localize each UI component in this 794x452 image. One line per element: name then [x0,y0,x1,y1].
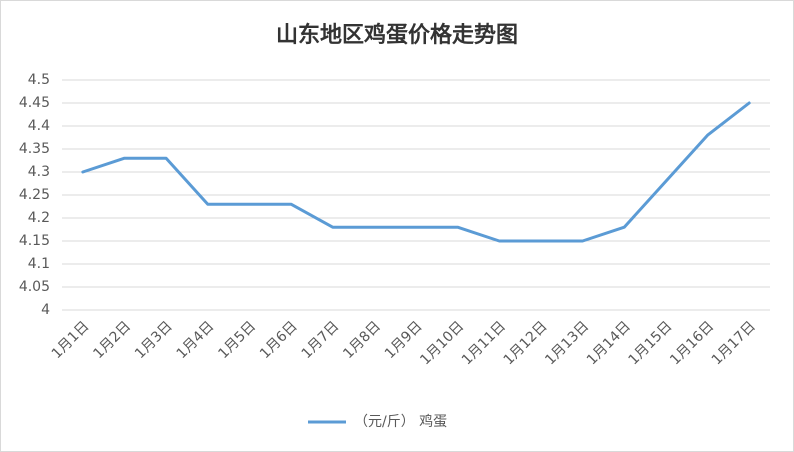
y-tick-label: 4.15 [19,233,50,249]
y-tick-label: 4.5 [28,72,50,88]
legend-label: （元/斤） 鸡蛋 [354,413,447,430]
y-tick-label: 4.2 [28,210,50,226]
y-tick-label: 4.25 [19,187,50,203]
y-tick-label: 4.4 [28,118,50,134]
y-tick-label: 4.1 [28,256,50,272]
y-tick-label: 4.05 [19,279,50,295]
y-tick-label: 4 [41,302,50,318]
y-tick-label: 4.35 [19,141,50,157]
y-tick-label: 4.45 [19,95,50,111]
series-line [81,101,751,243]
chart-title: 山东地区鸡蛋价格走势图 [276,22,518,48]
y-tick-label: 4.3 [28,164,50,180]
